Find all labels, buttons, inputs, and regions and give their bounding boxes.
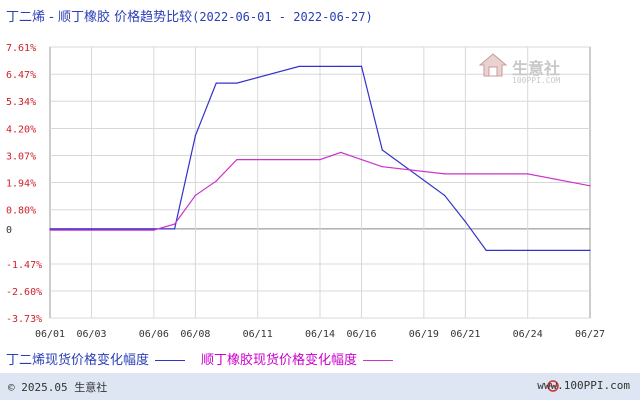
y-tick-label: -3.73% (6, 314, 42, 325)
x-tick-label: 06/24 (513, 329, 543, 340)
series-2-point (49, 229, 51, 231)
series-1-point (194, 135, 196, 137)
legend-series1-swatch (155, 360, 186, 361)
series-1-point (319, 65, 321, 67)
series-2-point (194, 194, 196, 197)
y-tick-label: 5.34% (6, 97, 36, 108)
y-tick-label: 1.94% (6, 179, 36, 190)
series-2-point (464, 173, 466, 175)
x-tick-label: 06/08 (180, 329, 210, 340)
series-1-point (485, 249, 487, 251)
site-globe-icon (547, 380, 559, 392)
watermark-name: 生意社 (512, 59, 561, 78)
series-2-point (444, 173, 446, 175)
series-1-point (444, 194, 446, 197)
legend-series2-label: 顺丁橡胶现货价格变化幅度 (201, 353, 358, 368)
chart-title: 丁二烯 - 顺丁橡胶 价格趋势比较(2022-06-01 - 2022-06-2… (6, 6, 373, 25)
x-tick-label: 06/03 (76, 329, 106, 340)
legend: 丁二烯现货价格变化幅度 顺丁橡胶现货价格变化幅度 (6, 349, 401, 368)
y-tick-label: 0.80% (6, 206, 36, 217)
series-layer (49, 65, 591, 251)
series-1-point (70, 228, 72, 230)
series-2-point (381, 166, 383, 168)
y-tick-label: 4.20% (6, 124, 36, 135)
footer-site-link[interactable]: www.100PPI.com (537, 379, 630, 392)
series-2-point (527, 173, 529, 175)
series-1-point (527, 249, 529, 251)
series-1-point (174, 228, 176, 230)
series-1-point (153, 228, 155, 230)
series-1-point (236, 82, 238, 84)
series-2-point (485, 173, 487, 175)
series-2-point (319, 158, 321, 161)
series-2-point (153, 229, 155, 231)
series-2-point (506, 173, 508, 175)
grid-layer (49, 46, 591, 319)
watermark-logo-icon (478, 53, 508, 77)
x-tick-label: 06/27 (575, 329, 605, 340)
series-2-point (236, 158, 238, 161)
x-tick-label: 06/01 (35, 329, 65, 340)
watermark-url: 100PPI.COM (512, 76, 561, 85)
series-1-point (381, 149, 383, 151)
y-tick-label: -1.47% (6, 260, 42, 271)
footer-copyright: © 2025.05 生意社 (8, 381, 108, 394)
series-1-point (589, 249, 591, 251)
series-2-point (70, 229, 72, 231)
x-tick-label: 06/14 (305, 329, 335, 340)
series-2-point (589, 185, 591, 187)
series-1-point (49, 228, 51, 230)
x-tick-label: 06/21 (450, 329, 480, 340)
axis-layer: 7.61% 6.47% 5.34% 4.20% 3.07% 1.94% 0.80% 0 -1.4… (6, 43, 605, 340)
series-1-point (298, 65, 300, 67)
series-1-point (340, 65, 342, 67)
series-2-point (215, 180, 217, 182)
series-2-point (340, 151, 342, 153)
y-tick-label: -2.60% (6, 287, 42, 298)
footer-bar: © 2025.05 生意社 www.100PPI.com (0, 373, 640, 400)
chart-title-text: 丁二烯 - 顺丁橡胶 价格趋势比较 (6, 10, 193, 25)
chart-date-range: (2022-06-01 - 2022-06-27) (192, 10, 373, 24)
x-tick-label: 06/19 (409, 329, 439, 340)
y-tick-label: 6.47% (6, 70, 36, 81)
series-2-point (174, 223, 176, 225)
x-tick-label: 06/11 (243, 329, 273, 340)
y-tick-label: 0 (6, 225, 12, 236)
legend-series1-label: 丁二烯现货价格变化幅度 (6, 353, 150, 368)
x-tick-label: 06/06 (139, 329, 169, 340)
series-1-point (90, 228, 93, 230)
series-1-point (464, 221, 466, 223)
series-2-point (360, 158, 363, 161)
y-tick-label: 7.61% (6, 43, 36, 54)
series-1-point (506, 249, 508, 251)
x-tick-label: 06/16 (346, 329, 376, 340)
legend-series2-swatch (363, 360, 394, 361)
series-1-point (360, 65, 363, 67)
series-2-point (90, 229, 93, 231)
series-1-point (215, 82, 217, 84)
series-2-point (298, 158, 300, 161)
y-tick-label: 3.07% (6, 151, 36, 162)
